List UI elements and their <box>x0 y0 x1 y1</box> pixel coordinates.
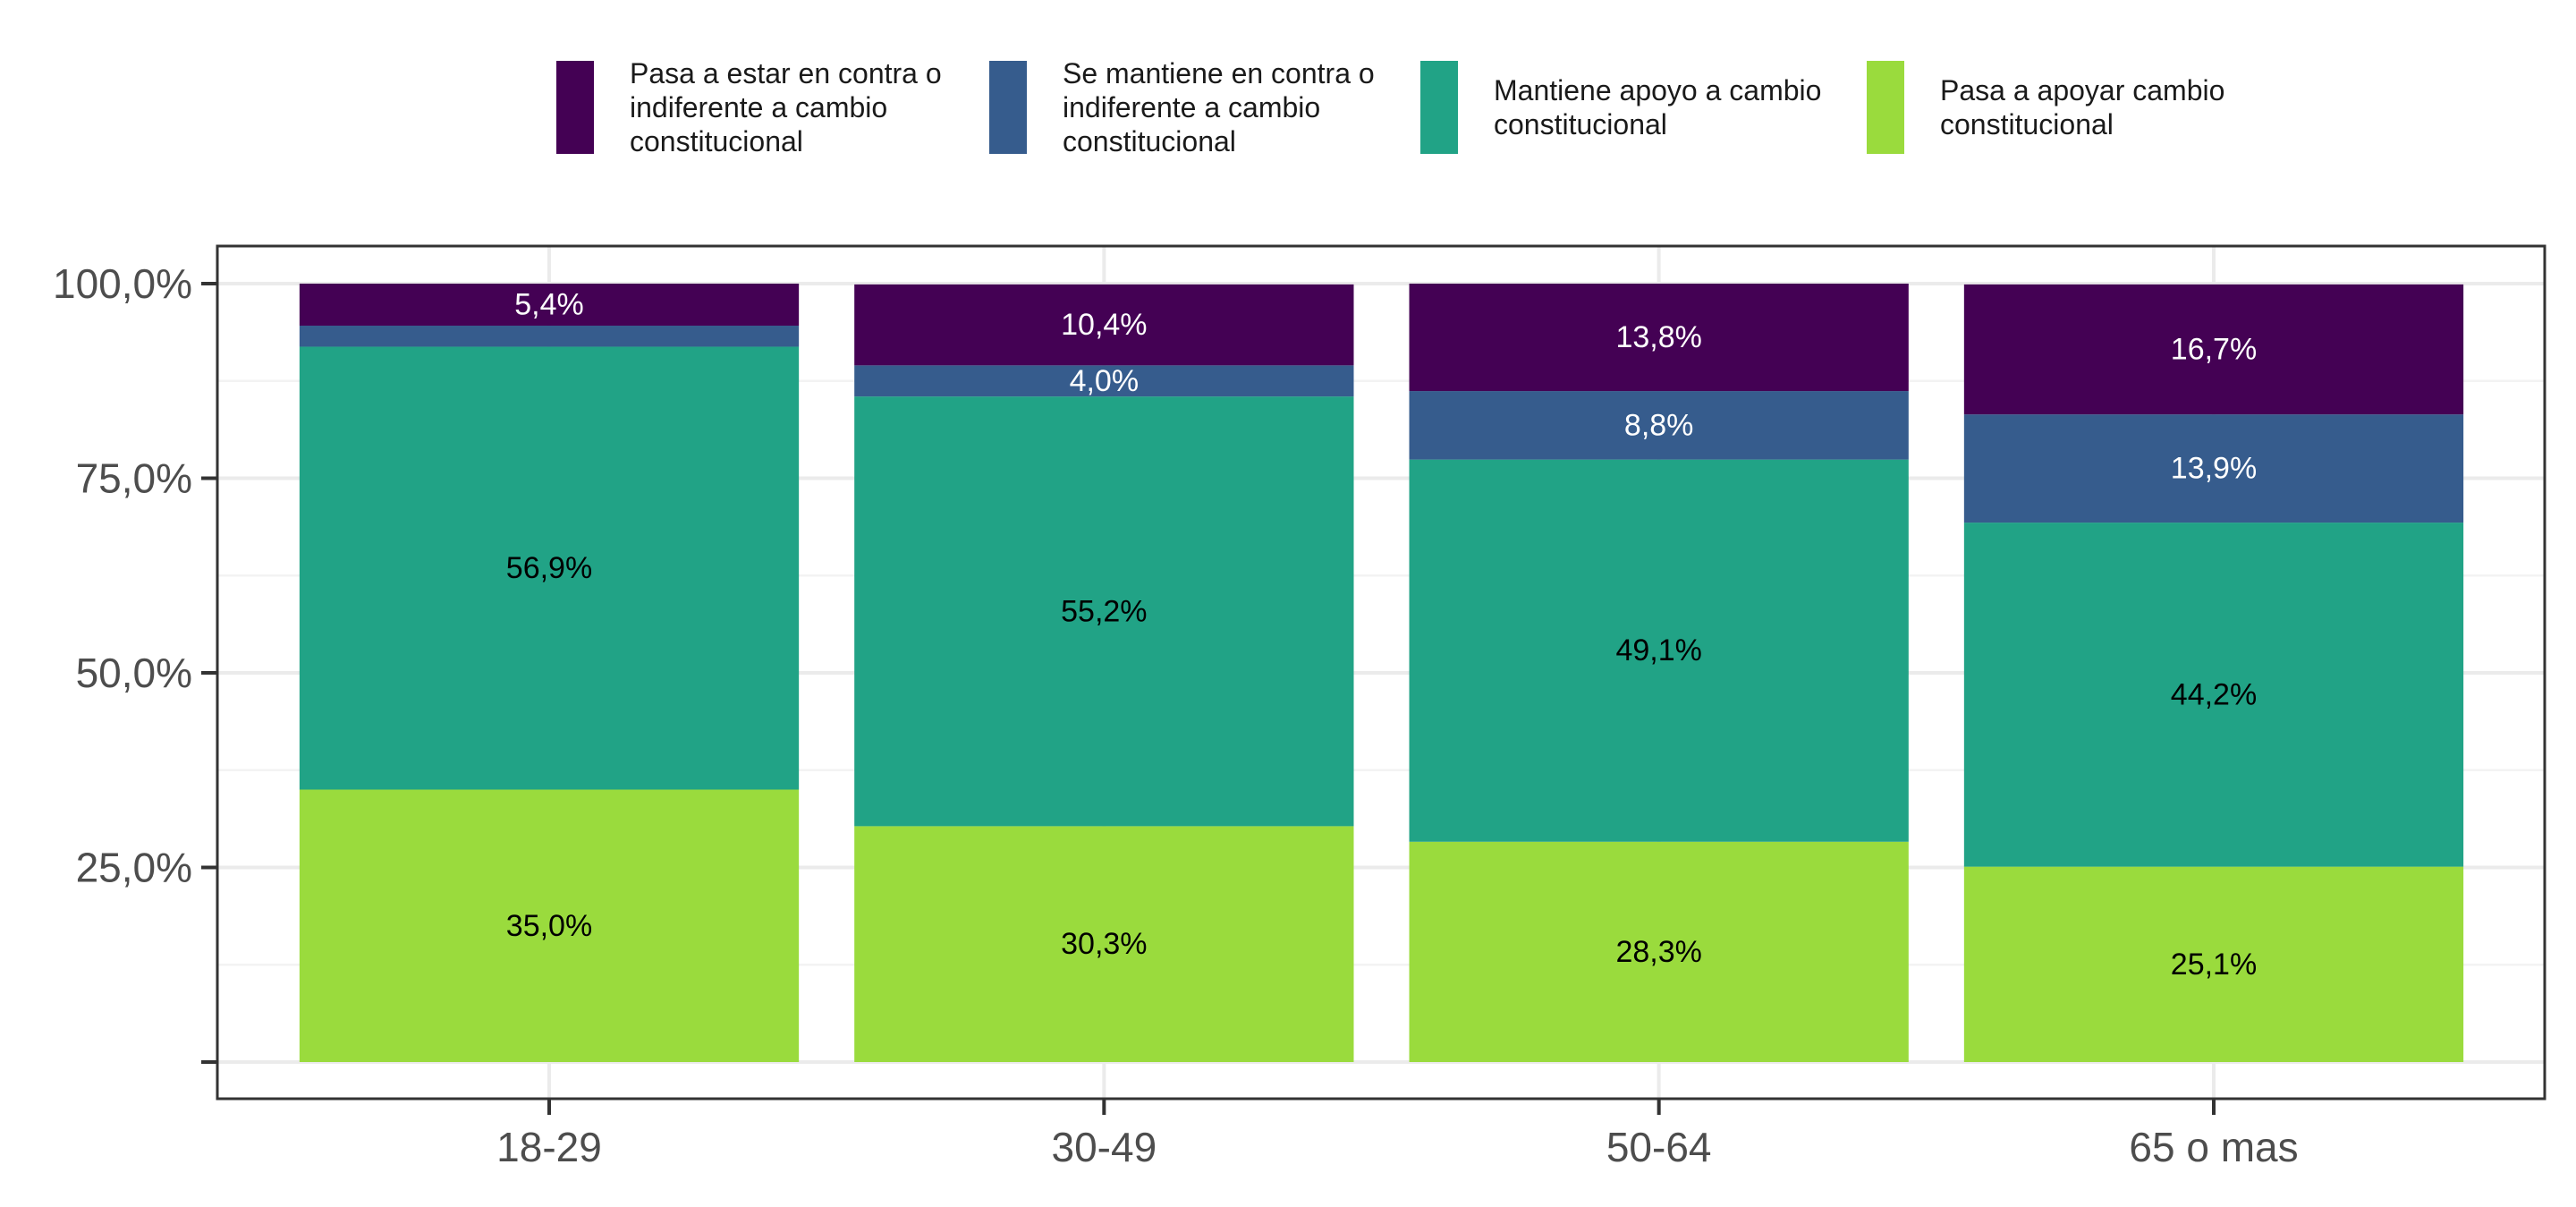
data-label-50-64-series-0: 28,3% <box>1615 935 1701 969</box>
legend-label-line: constitucional <box>1494 108 1667 140</box>
bar-segment-50-64-series-0 <box>1409 841 1909 1062</box>
data-labels: 35,0% 56,9% 5,4% 30,3% 55,2% 4,0% 10,4% 28,3% 49… <box>506 287 2257 981</box>
bar-segment-30-49-series-0 <box>854 826 1354 1062</box>
bar-segment-50-64-series-3 <box>1409 284 1909 392</box>
bar-segment-30-49-series-2 <box>854 365 1354 397</box>
data-label-65-o-mas-series-1: 44,2% <box>2171 677 2257 711</box>
legend-label-line: Pasa a apoyar cambio <box>1940 74 2224 106</box>
bar-segment-18-29-series-2 <box>299 325 800 347</box>
legend-label-pasa-a-apoyar-cambio-constitucional: Pasa a apoyar cambio constitucional <box>1940 74 2224 140</box>
y-axis-tick-label: 50,0% <box>76 650 192 696</box>
x-axis-tick-label: 65 o mas <box>2129 1124 2298 1170</box>
bar-segment-18-29-series-3 <box>299 284 800 326</box>
x-axis-tick-label: 30-49 <box>1052 1124 1157 1170</box>
legend-label-line: constitucional <box>1940 108 2114 140</box>
legend-label-line: constitucional <box>630 125 803 157</box>
data-label-50-64-series-2: 8,8% <box>1624 408 1694 442</box>
bar-segment-30-49-series-3 <box>854 284 1354 366</box>
data-label-18-29-series-1: 56,9% <box>506 551 592 585</box>
legend-label-line: Pasa a estar en contra o <box>630 57 942 89</box>
legend: Pasa a estar en contra o indiferente a ca… <box>556 57 2224 157</box>
bar-segment-50-64-series-2 <box>1409 391 1909 460</box>
legend-label-line: indiferente a cambio <box>1063 91 1320 123</box>
bar-segment-65-o-mas-series-3 <box>1963 284 2464 415</box>
data-label-30-49-series-1: 55,2% <box>1061 594 1147 628</box>
legend-label-se-mantiene-en-contra-o-indiferente-a-cambio-constitucional: Se mantiene en contra o indiferente a cam… <box>1063 57 1375 157</box>
legend-key-pasa-a-estar-en-contra-o-indiferente-a-cambio-constitucional <box>556 61 594 154</box>
data-label-65-o-mas-series-0: 25,1% <box>2171 948 2257 982</box>
legend-label-line: Mantiene apoyo a cambio <box>1494 74 1821 106</box>
legend-key-pasa-a-apoyar-cambio-constitucional <box>1867 61 1904 154</box>
y-axis-tick-label: 100,0% <box>53 260 192 307</box>
data-label-65-o-mas-series-2: 13,9% <box>2171 452 2257 486</box>
bar-segment-30-49-series-1 <box>854 396 1354 827</box>
bars <box>299 284 2464 1062</box>
legend-label-mantiene-apoyo-a-cambio-constitucional: Mantiene apoyo a cambio constitucional <box>1494 74 1821 140</box>
bar-segment-65-o-mas-series-2 <box>1963 414 2464 523</box>
data-label-18-29-series-3: 5,4% <box>514 287 584 321</box>
data-label-18-29-series-0: 35,0% <box>506 909 592 943</box>
x-axis-tick-label: 18-29 <box>496 1124 602 1170</box>
bar-segment-65-o-mas-series-0 <box>1963 866 2464 1062</box>
legend-label-line: indiferente a cambio <box>630 91 887 123</box>
data-label-30-49-series-2: 4,0% <box>1070 364 1140 398</box>
data-label-30-49-series-0: 30,3% <box>1061 927 1147 961</box>
data-label-50-64-series-1: 49,1% <box>1615 633 1701 667</box>
y-axis-tick-label: 25,0% <box>76 845 192 891</box>
legend-label-line: constitucional <box>1063 125 1236 157</box>
data-label-30-49-series-3: 10,4% <box>1061 308 1147 342</box>
legend-key-mantiene-apoyo-a-cambio-constitucional <box>1420 61 1458 154</box>
y-axis-tick-label: 75,0% <box>76 455 192 502</box>
bar-segment-18-29-series-0 <box>299 789 800 1062</box>
legend-key-se-mantiene-en-contra-o-indiferente-a-cambio-constitucional <box>989 61 1027 154</box>
legend-label-pasa-a-estar-en-contra-o-indiferente-a-cambio-constitucional: Pasa a estar en contra o indiferente a ca… <box>630 57 942 157</box>
bar-segment-50-64-series-1 <box>1409 459 1909 842</box>
axes: 25,0% 50,0% 75,0% 100,0% 18-29 30-49 50-64 65 o… <box>53 244 2546 1170</box>
bar-segment-18-29-series-1 <box>299 346 800 790</box>
bar-segment-65-o-mas-series-1 <box>1963 523 2464 867</box>
data-label-65-o-mas-series-3: 16,7% <box>2171 333 2257 367</box>
data-label-50-64-series-3: 13,8% <box>1615 320 1701 354</box>
legend-label-line: Se mantiene en contra o <box>1063 57 1375 89</box>
x-axis-tick-label: 50-64 <box>1606 1124 1712 1170</box>
